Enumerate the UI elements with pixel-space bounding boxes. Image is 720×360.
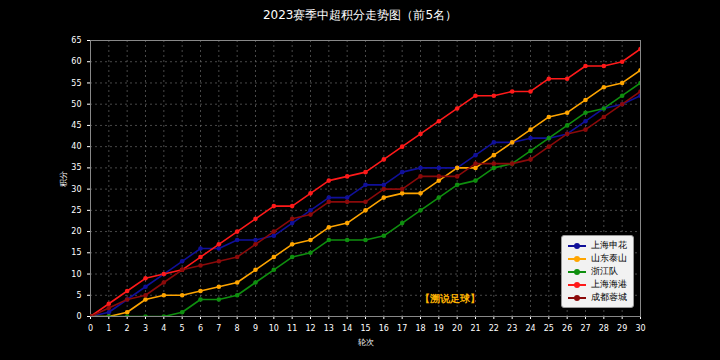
svg-text:积分: 积分	[59, 171, 68, 187]
html-text:山东泰山: 山东泰山	[591, 253, 627, 263]
svg-text:45: 45	[71, 121, 81, 130]
svg-text:0: 0	[76, 312, 81, 321]
svg-text:15: 15	[360, 324, 370, 333]
svg-text:35: 35	[71, 163, 81, 172]
svg-text:24: 24	[525, 324, 535, 333]
svg-text:19: 19	[434, 324, 444, 333]
svg-text:22: 22	[489, 324, 499, 333]
svg-text:20: 20	[71, 227, 81, 236]
svg-text:12: 12	[305, 324, 315, 333]
html-text:2023赛季中超积分走势图（前5名）: 2023赛季中超积分走势图（前5名）	[262, 8, 458, 22]
svg-text:2: 2	[125, 324, 130, 333]
svg-text:27: 27	[580, 324, 590, 333]
html-text:【溯说足球】: 【溯说足球】	[420, 293, 480, 304]
svg-text:55: 55	[71, 79, 81, 88]
svg-text:16: 16	[379, 324, 389, 333]
svg-text:28: 28	[599, 324, 609, 333]
svg-text:25: 25	[544, 324, 554, 333]
svg-text:6: 6	[198, 324, 203, 333]
svg-text:26: 26	[562, 324, 572, 333]
svg-text:5: 5	[180, 324, 185, 333]
svg-text:60: 60	[71, 57, 81, 66]
svg-text:65: 65	[71, 36, 81, 45]
html-text:成都蓉城: 成都蓉城	[591, 292, 627, 302]
html-text:上海申花: 上海申花	[591, 240, 627, 250]
svg-text:1: 1	[106, 324, 111, 333]
svg-text:13: 13	[324, 324, 334, 333]
svg-text:21: 21	[470, 324, 480, 333]
svg-text:30: 30	[71, 185, 81, 194]
svg-text:18: 18	[415, 324, 425, 333]
svg-text:3: 3	[143, 324, 148, 333]
svg-text:10: 10	[71, 270, 81, 279]
svg-text:30: 30	[635, 324, 645, 333]
svg-text:14: 14	[342, 324, 352, 333]
svg-text:5: 5	[76, 291, 81, 300]
html-text:上海海港: 上海海港	[591, 279, 627, 289]
svg-text:15: 15	[71, 248, 81, 257]
svg-text:7: 7	[216, 324, 221, 333]
svg-text:11: 11	[287, 324, 297, 333]
svg-text:29: 29	[617, 324, 627, 333]
svg-text:8: 8	[235, 324, 240, 333]
svg-text:50: 50	[71, 100, 81, 109]
svg-text:17: 17	[397, 324, 407, 333]
svg-text:25: 25	[71, 206, 81, 215]
svg-text:23: 23	[507, 324, 517, 333]
svg-text:轮次: 轮次	[358, 338, 374, 347]
html-text:浙江队: 浙江队	[591, 266, 618, 276]
svg-text:9: 9	[253, 324, 258, 333]
svg-text:20: 20	[452, 324, 462, 333]
svg-text:4: 4	[161, 324, 166, 333]
svg-text:10: 10	[269, 324, 279, 333]
svg-text:0: 0	[88, 324, 93, 333]
svg-text:40: 40	[71, 142, 81, 151]
